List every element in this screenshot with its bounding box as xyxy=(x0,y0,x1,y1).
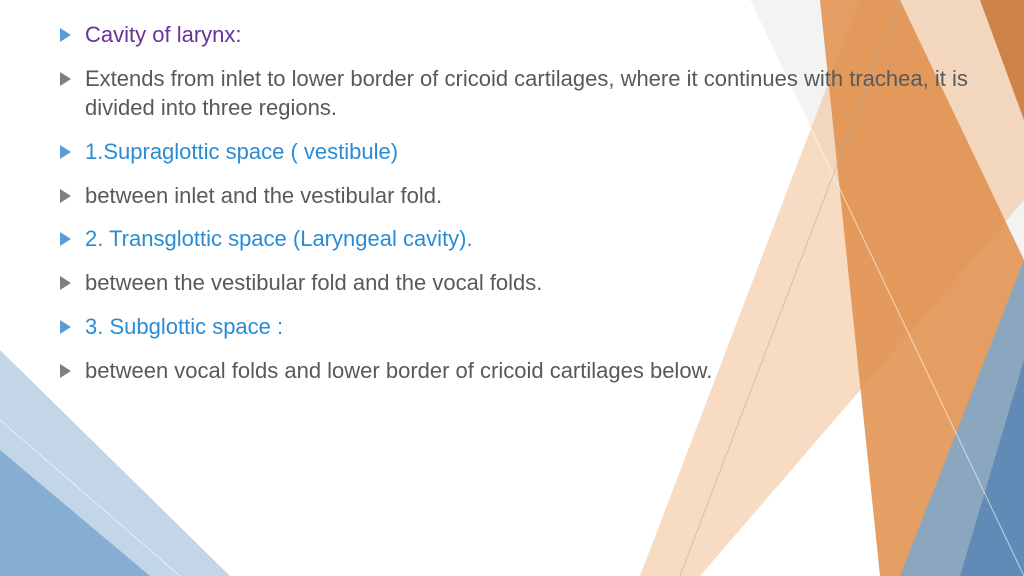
list-text: Cavity of larynx: xyxy=(85,20,984,50)
list-text: 2. Transglottic space (Laryngeal cavity)… xyxy=(85,224,984,254)
list-text: 3. Subglottic space : xyxy=(85,312,984,342)
bullet-icon xyxy=(60,276,71,290)
list-item: between vocal folds and lower border of … xyxy=(60,356,984,386)
list-text: between vocal folds and lower border of … xyxy=(85,356,984,386)
list-text: between the vestibular fold and the voca… xyxy=(85,268,984,298)
list-item: 3. Subglottic space : xyxy=(60,312,984,342)
list-item: 1.Supraglottic space ( vestibule) xyxy=(60,137,984,167)
list-text: between inlet and the vestibular fold. xyxy=(85,181,984,211)
list-item: between the vestibular fold and the voca… xyxy=(60,268,984,298)
list-item: Cavity of larynx: xyxy=(60,20,984,50)
bullet-icon xyxy=(60,364,71,378)
list-text: Extends from inlet to lower border of cr… xyxy=(85,64,984,123)
bullet-icon xyxy=(60,145,71,159)
list-item: 2. Transglottic space (Laryngeal cavity)… xyxy=(60,224,984,254)
bullet-icon xyxy=(60,320,71,334)
bullet-icon xyxy=(60,72,71,86)
list-text: 1.Supraglottic space ( vestibule) xyxy=(85,137,984,167)
slide-body: Cavity of larynx: Extends from inlet to … xyxy=(0,0,1024,385)
list-item: Extends from inlet to lower border of cr… xyxy=(60,64,984,123)
bullet-icon xyxy=(60,28,71,42)
bullet-icon xyxy=(60,189,71,203)
bullet-icon xyxy=(60,232,71,246)
list-item: between inlet and the vestibular fold. xyxy=(60,181,984,211)
